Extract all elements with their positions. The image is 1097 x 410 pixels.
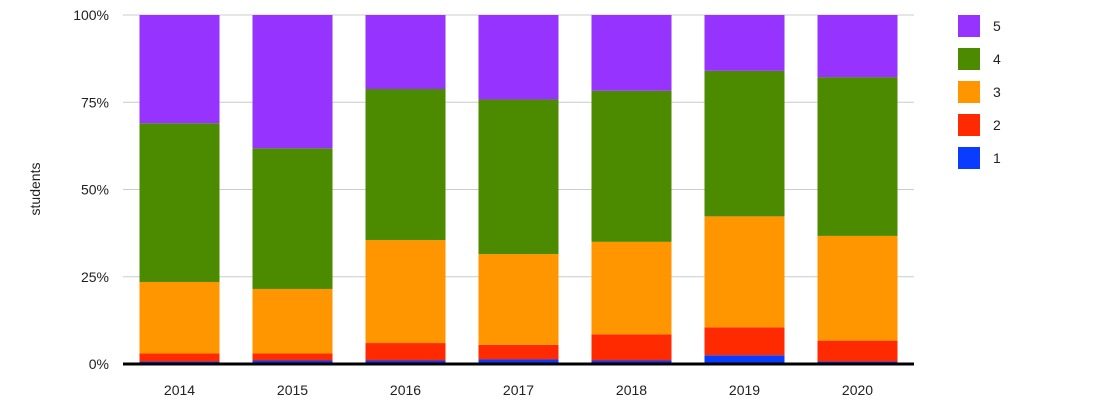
- bar-segment-2019-series-3: [704, 216, 785, 328]
- bar-segment-2017-series-2: [478, 344, 559, 360]
- bar-segment-2014-series-2: [139, 353, 220, 362]
- bar-segment-2020-series-2: [817, 340, 898, 362]
- x-tick-label: 2015: [277, 382, 308, 398]
- bar-segment-2015-series-3: [252, 288, 333, 354]
- bar-segment-2016-series-4: [365, 88, 446, 241]
- legend-swatch: [958, 15, 980, 37]
- x-tick-label: 2017: [503, 382, 534, 398]
- bar-segment-2017-series-5: [478, 15, 559, 100]
- bar-segment-2016-series-5: [365, 15, 446, 89]
- bar-segment-2015-series-1: [252, 360, 333, 364]
- bar-segment-2017-series-1: [478, 359, 559, 364]
- x-tick-label: 2019: [729, 382, 760, 398]
- bar-segment-2020-series-3: [817, 235, 898, 341]
- legend-swatch: [958, 114, 980, 136]
- bar-segment-2014-series-5: [139, 15, 220, 124]
- bar-segment-2014-series-4: [139, 123, 220, 282]
- x-tick-label: 2020: [842, 382, 873, 398]
- y-tick-label: 75%: [81, 94, 109, 110]
- legend-swatch: [958, 147, 980, 169]
- x-tick-label: 2018: [616, 382, 647, 398]
- bar-segment-2018-series-5: [591, 15, 672, 91]
- bar-segment-2018-series-1: [591, 360, 672, 364]
- bar-segment-2018-series-4: [591, 90, 672, 242]
- bar-segment-2015-series-4: [252, 148, 333, 289]
- bar-segment-2019-series-1: [704, 355, 785, 364]
- bar-segment-2016-series-3: [365, 240, 446, 344]
- x-tick-label: 2014: [164, 382, 195, 398]
- legend-swatch: [958, 48, 980, 70]
- x-tick-label: 2016: [390, 382, 421, 398]
- bar-segment-2019-series-5: [704, 15, 785, 71]
- bar-segment-2018-series-3: [591, 241, 672, 335]
- legend-label: 1: [993, 150, 1001, 166]
- axes: 0% 25% 50% 75% 100% 2014 2015 2016 2017 2018 2019 2…: [73, 7, 914, 398]
- bar-segment-2019-series-4: [704, 70, 785, 217]
- bar-segment-2017-series-3: [478, 254, 559, 345]
- legend: 5 4 3 2 1: [958, 15, 1001, 169]
- bar-segment-2018-series-2: [591, 334, 672, 361]
- legend-label: 5: [993, 18, 1001, 34]
- legend-label: 3: [993, 84, 1001, 100]
- bars: [139, 15, 898, 364]
- bar-segment-2014-series-3: [139, 281, 220, 354]
- bar-segment-2016-series-1: [365, 360, 446, 364]
- y-tick-label: 100%: [73, 7, 109, 23]
- y-tick-label: 0%: [89, 356, 109, 372]
- bar-segment-2016-series-2: [365, 343, 446, 361]
- y-axis-title: students: [27, 163, 43, 216]
- bar-segment-2015-series-5: [252, 15, 333, 149]
- legend-swatch: [958, 81, 980, 103]
- y-tick-label: 25%: [81, 269, 109, 285]
- y-tick-label: 50%: [81, 182, 109, 198]
- legend-label: 2: [993, 117, 1001, 133]
- legend-label: 4: [993, 51, 1001, 67]
- bar-segment-2017-series-4: [478, 99, 559, 255]
- bar-segment-2020-series-4: [817, 77, 898, 236]
- bar-segment-2019-series-2: [704, 327, 785, 356]
- bar-segment-2020-series-5: [817, 15, 898, 78]
- bar-segment-2015-series-2: [252, 353, 333, 361]
